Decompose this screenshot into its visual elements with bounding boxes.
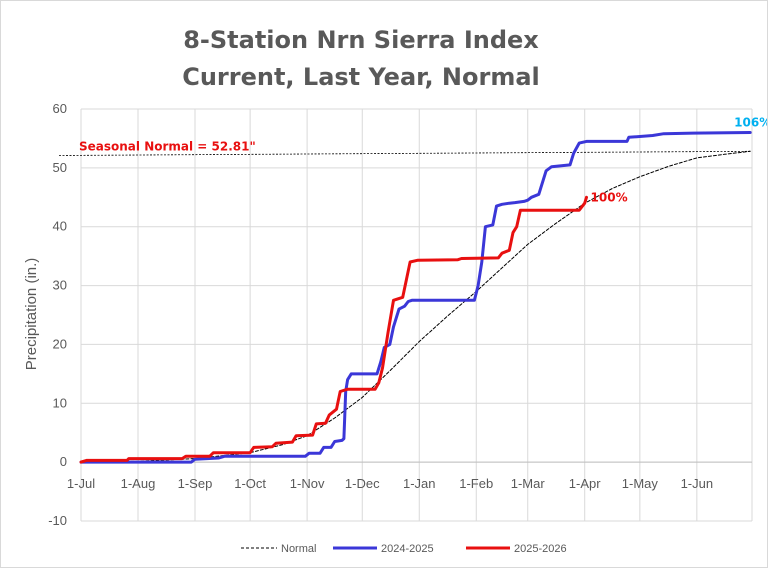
current-percent-label: 106% [734,116,767,130]
x-tick-label: 1-Apr [569,476,601,491]
y-tick-label: 10 [53,395,67,410]
y-tick-label: -10 [48,513,67,528]
seasonal-normal-label: Seasonal Normal = 52.81" [79,139,256,153]
legend: Normal 2024-2025 2025-2026 [241,543,567,555]
x-tick-label: 1-Aug [121,476,156,491]
x-tick-label: 1-Mar [511,476,546,491]
series-lines [79,131,752,464]
legend-label: 2024-2025 [381,543,434,555]
x-tick-label: 1-Jun [681,476,714,491]
x-tick-label: 1-Feb [459,476,493,491]
y-tick-label: 0 [60,454,67,469]
chart-title-group: 8-Station Nrn Sierra Index Current, Last… [182,26,540,91]
legend-label: 2025-2026 [514,543,567,555]
y-tick-label: 30 [53,278,67,293]
y-axis-title: Precipitation (in.) [23,258,40,371]
x-tick-label: 1-Sep [178,476,213,491]
x-tick-label: 1-Dec [345,476,380,491]
chart-title: 8-Station Nrn Sierra Index [183,26,539,54]
gridlines [80,108,753,522]
x-tick-label: 1-Nov [290,476,325,491]
y-tick-label: 60 [53,101,67,116]
annotations: 106% 100% Seasonal Normal = 52.81" [79,116,767,205]
y-tick-label: 50 [53,160,67,175]
y-tick-label: 20 [53,336,67,351]
series-line-2024-2025 [79,131,752,464]
legend-label: Normal [281,543,316,555]
current-year-percent-label: 100% [591,190,628,204]
x-tick-label: 1-Oct [234,476,266,491]
x-tick-label: 1-Jan [403,476,436,491]
x-tick-label: 1-May [622,476,659,491]
series-line-normal [80,150,751,463]
seasonal-normal-reference [58,150,751,156]
chart-subtitle: Current, Last Year, Normal [182,63,540,91]
series-line-2025-2026 [79,195,588,464]
tick-labels: -10 0 10 20 30 40 50 60 1-Jul 1-Aug 1-Sep 1-Oct 1-No… [48,101,713,528]
seasonal-normal-line [58,150,751,156]
x-tick-label: 1-Jul [67,476,95,491]
y-tick-label: 40 [53,219,67,234]
